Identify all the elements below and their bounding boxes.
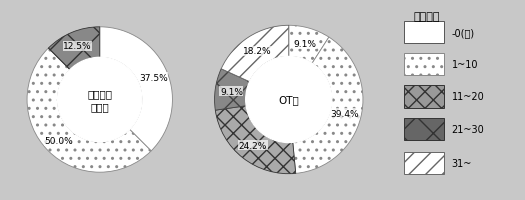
Text: 11~20: 11~20 <box>452 92 484 102</box>
Circle shape <box>58 58 142 142</box>
Circle shape <box>246 57 332 143</box>
Wedge shape <box>48 28 100 70</box>
FancyBboxPatch shape <box>404 118 444 140</box>
FancyBboxPatch shape <box>404 86 444 108</box>
Text: 9.1%: 9.1% <box>220 87 243 96</box>
Text: 1~10: 1~10 <box>452 60 478 70</box>
Text: -0(点): -0(点) <box>452 28 475 38</box>
Text: 18.2%: 18.2% <box>243 47 272 56</box>
Wedge shape <box>289 26 329 64</box>
Wedge shape <box>215 106 296 174</box>
Wedge shape <box>27 49 151 172</box>
FancyBboxPatch shape <box>404 54 444 76</box>
Wedge shape <box>215 69 249 111</box>
FancyBboxPatch shape <box>404 152 444 174</box>
Text: 改善点数: 改善点数 <box>414 12 440 22</box>
Text: 39.4%: 39.4% <box>331 109 359 118</box>
FancyBboxPatch shape <box>404 22 444 44</box>
Wedge shape <box>221 26 289 82</box>
Text: コントロ
ール群: コントロ ール群 <box>87 89 112 111</box>
Wedge shape <box>293 38 363 174</box>
Text: 37.5%: 37.5% <box>139 73 168 82</box>
Text: 9.1%: 9.1% <box>293 40 317 49</box>
Text: 50.0%: 50.0% <box>44 136 73 145</box>
Text: 31~: 31~ <box>452 158 472 168</box>
Wedge shape <box>100 28 172 151</box>
Text: OT群: OT群 <box>278 95 299 105</box>
Text: 24.2%: 24.2% <box>239 141 267 150</box>
Text: 21~30: 21~30 <box>452 124 484 134</box>
Text: 12.5%: 12.5% <box>63 42 92 51</box>
